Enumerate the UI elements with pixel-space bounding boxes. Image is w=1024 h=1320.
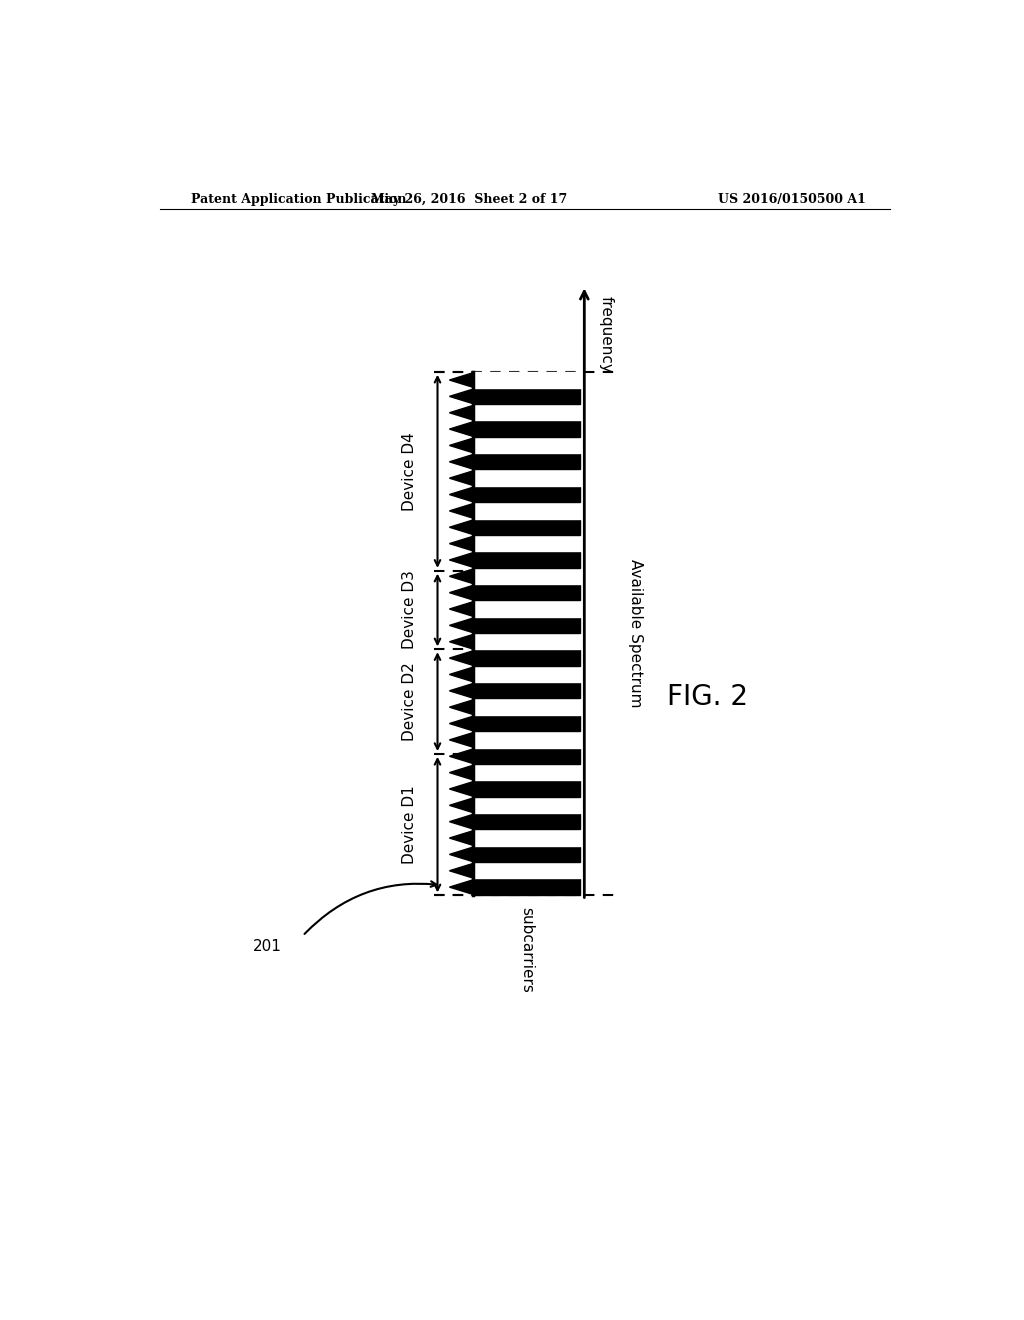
Polygon shape — [473, 421, 581, 437]
Polygon shape — [450, 553, 473, 568]
Text: Device D2: Device D2 — [402, 663, 417, 741]
Polygon shape — [450, 814, 473, 829]
Polygon shape — [450, 471, 473, 486]
Polygon shape — [473, 797, 581, 813]
Polygon shape — [473, 552, 581, 568]
Polygon shape — [450, 520, 473, 535]
Polygon shape — [473, 814, 581, 829]
Polygon shape — [473, 651, 581, 665]
Polygon shape — [450, 421, 473, 437]
Polygon shape — [473, 863, 581, 878]
Polygon shape — [450, 684, 473, 698]
Polygon shape — [450, 667, 473, 682]
Text: subcarriers: subcarriers — [519, 907, 535, 994]
Polygon shape — [473, 454, 581, 470]
Text: FIG. 2: FIG. 2 — [667, 682, 748, 711]
Polygon shape — [473, 700, 581, 715]
Text: 201: 201 — [253, 939, 282, 953]
Polygon shape — [450, 569, 473, 583]
Polygon shape — [473, 830, 581, 846]
Polygon shape — [450, 733, 473, 747]
Text: Device D1: Device D1 — [402, 785, 417, 865]
Polygon shape — [450, 602, 473, 616]
Polygon shape — [473, 781, 581, 797]
Polygon shape — [473, 470, 581, 486]
Polygon shape — [450, 799, 473, 813]
Text: Device D4: Device D4 — [402, 432, 417, 511]
Polygon shape — [450, 863, 473, 878]
Polygon shape — [473, 569, 581, 583]
Polygon shape — [473, 520, 581, 535]
Polygon shape — [450, 781, 473, 796]
Polygon shape — [450, 651, 473, 665]
Polygon shape — [450, 372, 473, 387]
Polygon shape — [450, 454, 473, 469]
Polygon shape — [473, 684, 581, 698]
Polygon shape — [473, 634, 581, 649]
Polygon shape — [450, 830, 473, 845]
Polygon shape — [450, 847, 473, 862]
Text: US 2016/0150500 A1: US 2016/0150500 A1 — [718, 193, 866, 206]
Polygon shape — [450, 438, 473, 453]
Polygon shape — [473, 748, 581, 764]
Text: frequency: frequency — [599, 296, 613, 372]
Polygon shape — [473, 536, 581, 552]
Polygon shape — [450, 389, 473, 404]
Polygon shape — [450, 618, 473, 632]
Polygon shape — [450, 487, 473, 502]
Polygon shape — [473, 733, 581, 747]
Polygon shape — [473, 438, 581, 453]
Polygon shape — [473, 487, 581, 502]
Polygon shape — [473, 372, 581, 388]
Text: Available Spectrum: Available Spectrum — [629, 560, 643, 708]
Text: May 26, 2016  Sheet 2 of 17: May 26, 2016 Sheet 2 of 17 — [371, 193, 567, 206]
Polygon shape — [473, 388, 581, 404]
Polygon shape — [450, 635, 473, 649]
Polygon shape — [473, 764, 581, 780]
Polygon shape — [450, 405, 473, 420]
Polygon shape — [473, 618, 581, 634]
Polygon shape — [450, 748, 473, 763]
Polygon shape — [450, 585, 473, 601]
Polygon shape — [473, 667, 581, 682]
Polygon shape — [450, 536, 473, 550]
Polygon shape — [450, 766, 473, 780]
Polygon shape — [450, 700, 473, 714]
Polygon shape — [473, 879, 581, 895]
Polygon shape — [473, 846, 581, 862]
Polygon shape — [473, 602, 581, 616]
Polygon shape — [450, 503, 473, 519]
Polygon shape — [473, 405, 581, 420]
Polygon shape — [473, 585, 581, 601]
Polygon shape — [450, 879, 473, 895]
Polygon shape — [450, 717, 473, 731]
Polygon shape — [473, 503, 581, 519]
Polygon shape — [473, 715, 581, 731]
Text: Device D3: Device D3 — [402, 570, 417, 649]
Text: Patent Application Publication: Patent Application Publication — [191, 193, 407, 206]
